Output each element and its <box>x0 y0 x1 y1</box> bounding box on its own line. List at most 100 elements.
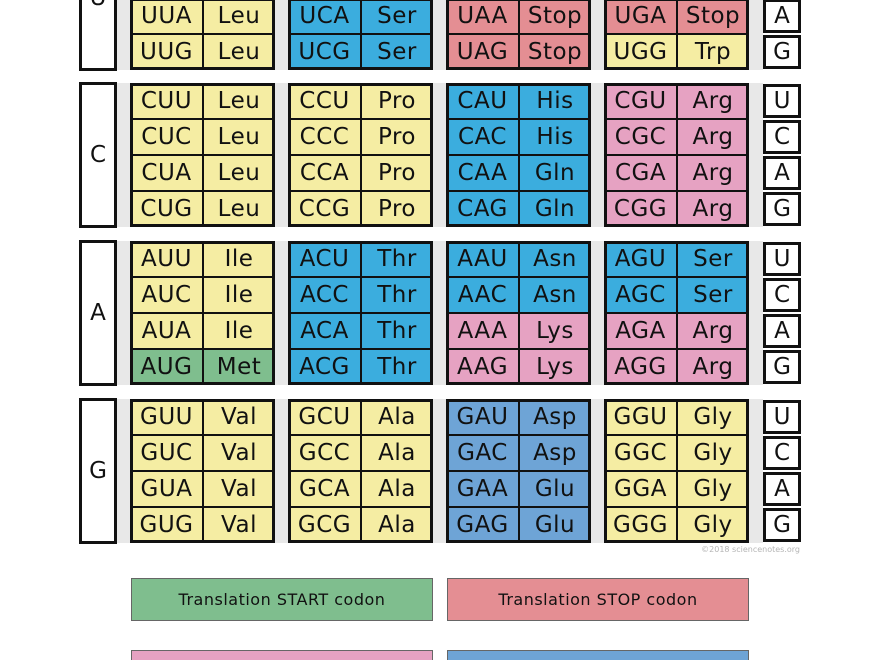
codon: CGA <box>604 155 677 191</box>
amino-acid: Gln <box>519 155 591 191</box>
first-base-label: U <box>79 0 117 71</box>
codon: ACC <box>288 277 361 313</box>
column-block <box>446 241 591 385</box>
codon: GAG <box>446 507 519 543</box>
amino-acid: Val <box>203 507 275 543</box>
codon: GAA <box>446 471 519 507</box>
column-block <box>130 83 275 227</box>
codon: GUC <box>130 435 203 471</box>
amino-acid: Gly <box>677 435 749 471</box>
amino-acid: Ile <box>203 313 275 349</box>
third-base-label: G <box>763 192 801 226</box>
third-base-label: G <box>763 508 801 542</box>
amino-acid: Lys <box>519 349 591 385</box>
codon: AGC <box>604 277 677 313</box>
codon: UAA <box>446 0 519 34</box>
codon: AGU <box>604 241 677 277</box>
codon: GGC <box>604 435 677 471</box>
third-base-label: A <box>763 156 801 190</box>
amino-acid: Leu <box>203 155 275 191</box>
amino-acid: Thr <box>361 313 433 349</box>
column-block <box>288 241 433 385</box>
amino-acid: Asn <box>519 241 591 277</box>
codon: GUU <box>130 399 203 435</box>
amino-acid: Arg <box>677 191 749 227</box>
codon: GCG <box>288 507 361 543</box>
first-base-label: G <box>79 398 117 544</box>
legend-item: Translation START codon <box>131 578 433 621</box>
third-base-label: A <box>763 472 801 506</box>
third-base-label: A <box>763 0 801 33</box>
third-base-label: U <box>763 400 801 434</box>
copyright: ©2018 sciencenotes.org <box>701 545 800 554</box>
codon: CUG <box>130 191 203 227</box>
codon: AUG <box>130 349 203 385</box>
column-block <box>604 83 749 227</box>
column-block <box>446 0 591 70</box>
amino-acid: Ala <box>361 435 433 471</box>
amino-acid: Ser <box>677 241 749 277</box>
amino-acid: Pro <box>361 155 433 191</box>
codon: UAG <box>446 34 519 70</box>
column-block <box>130 241 275 385</box>
third-base-label: G <box>763 350 801 384</box>
first-base-label: C <box>79 82 117 228</box>
codon: GUA <box>130 471 203 507</box>
amino-acid: Ile <box>203 277 275 313</box>
codon: CCG <box>288 191 361 227</box>
codon: GUG <box>130 507 203 543</box>
codon: GGA <box>604 471 677 507</box>
codon: GCA <box>288 471 361 507</box>
amino-acid: Stop <box>677 0 749 34</box>
legend-item: Translation STOP codon <box>447 578 749 621</box>
third-base-label: C <box>763 120 801 154</box>
codon: GCC <box>288 435 361 471</box>
amino-acid: Thr <box>361 349 433 385</box>
codon: CGU <box>604 83 677 119</box>
codon: CCC <box>288 119 361 155</box>
amino-acid: Ile <box>203 241 275 277</box>
amino-acid: Leu <box>203 119 275 155</box>
amino-acid: Ser <box>677 277 749 313</box>
third-base-label: U <box>763 242 801 276</box>
codon: CUU <box>130 83 203 119</box>
amino-acid: Stop <box>519 34 591 70</box>
amino-acid: Ala <box>361 471 433 507</box>
codon: AGA <box>604 313 677 349</box>
legend-box-cut <box>447 650 749 660</box>
amino-acid: Pro <box>361 83 433 119</box>
amino-acid: Asp <box>519 435 591 471</box>
column-block <box>604 241 749 385</box>
amino-acid: Ser <box>361 0 433 34</box>
codon: ACA <box>288 313 361 349</box>
amino-acid: Gly <box>677 399 749 435</box>
codon: GCU <box>288 399 361 435</box>
amino-acid: Leu <box>203 0 275 34</box>
column-block <box>446 83 591 227</box>
codon: GGU <box>604 399 677 435</box>
codon: CAG <box>446 191 519 227</box>
codon: AUA <box>130 313 203 349</box>
amino-acid: Stop <box>519 0 591 34</box>
codon: AUC <box>130 277 203 313</box>
amino-acid: Arg <box>677 313 749 349</box>
codon: AAC <box>446 277 519 313</box>
amino-acid: Trp <box>677 34 749 70</box>
codon: AAA <box>446 313 519 349</box>
column-block <box>604 399 749 543</box>
third-base-label: U <box>763 84 801 118</box>
amino-acid: Gly <box>677 471 749 507</box>
codon: UUA <box>130 0 203 34</box>
amino-acid: Val <box>203 435 275 471</box>
codon: UCA <box>288 0 361 34</box>
amino-acid: Val <box>203 471 275 507</box>
amino-acid: Lys <box>519 313 591 349</box>
codon: CAA <box>446 155 519 191</box>
amino-acid: Thr <box>361 277 433 313</box>
codon: AAG <box>446 349 519 385</box>
amino-acid: Gly <box>677 507 749 543</box>
amino-acid: Arg <box>677 155 749 191</box>
codon: UCG <box>288 34 361 70</box>
